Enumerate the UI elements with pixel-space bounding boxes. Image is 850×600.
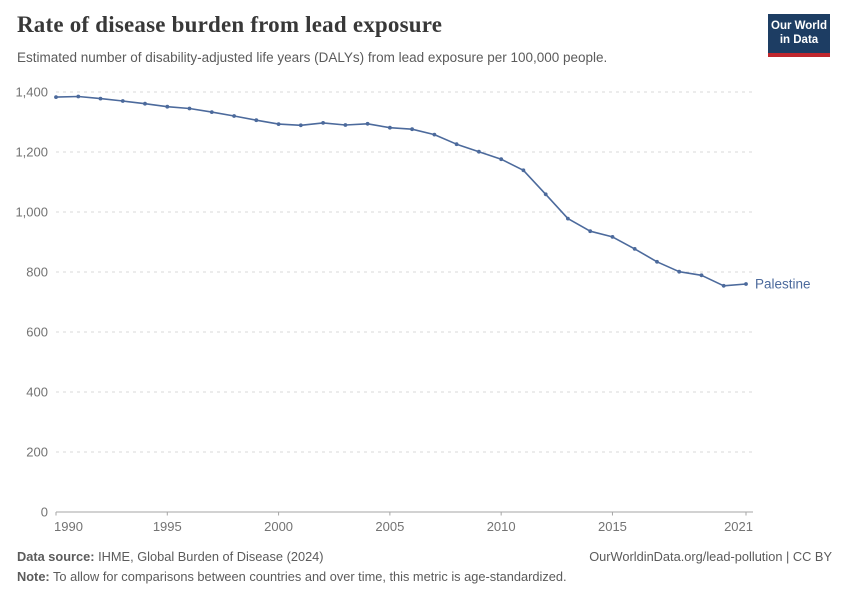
data-point bbox=[54, 95, 58, 99]
data-point bbox=[365, 121, 370, 126]
owid-logo-line2: in Data bbox=[779, 34, 819, 47]
data-point bbox=[454, 142, 459, 147]
x-tick-label: 1990 bbox=[54, 519, 83, 534]
data-point bbox=[588, 229, 593, 234]
data-point bbox=[610, 235, 615, 239]
chart-title: Rate of disease burden from lead exposur… bbox=[17, 12, 443, 37]
x-tick-label: 2000 bbox=[264, 519, 293, 534]
x-tick-label: 2015 bbox=[598, 519, 627, 534]
data-point bbox=[744, 282, 748, 286]
owid-logo: Our World in Data bbox=[768, 14, 830, 57]
data-point bbox=[677, 269, 682, 274]
data-point bbox=[477, 149, 481, 154]
data-point bbox=[120, 99, 125, 103]
y-tick-label: 600 bbox=[26, 325, 48, 340]
data-point bbox=[165, 104, 170, 109]
data-point bbox=[499, 157, 504, 162]
data-source-line: Data source: IHME, Global Burden of Dise… bbox=[17, 547, 832, 567]
data-point bbox=[410, 127, 414, 132]
x-tick-label: 2005 bbox=[375, 519, 404, 534]
data-point bbox=[76, 94, 81, 99]
data-point bbox=[632, 247, 637, 251]
data-point bbox=[276, 122, 281, 126]
y-tick-label: 1,200 bbox=[15, 145, 48, 160]
note-text: To allow for comparisons between countri… bbox=[49, 569, 567, 585]
y-tick-label: 0 bbox=[41, 505, 48, 520]
data-point bbox=[232, 114, 237, 118]
data-point bbox=[298, 123, 303, 128]
data-point bbox=[254, 118, 259, 123]
data-line bbox=[55, 95, 747, 287]
data-point bbox=[388, 125, 392, 130]
x-tick-label: 2021 bbox=[724, 519, 753, 534]
data-source-label: Data source: bbox=[17, 549, 95, 564]
data-source-text: IHME, Global Burden of Disease (2024) bbox=[94, 549, 324, 564]
series-end-label: Palestine bbox=[755, 277, 811, 292]
note-line: Note: To allow for comparisons between c… bbox=[17, 567, 832, 587]
data-point bbox=[543, 192, 548, 197]
y-tick-label: 800 bbox=[26, 265, 48, 280]
data-point bbox=[98, 96, 103, 101]
data-point bbox=[432, 132, 437, 137]
data-point bbox=[343, 123, 348, 127]
data-point bbox=[321, 121, 325, 125]
data-point bbox=[699, 273, 704, 278]
chart-footer: Data source: IHME, Global Burden of Dise… bbox=[17, 547, 832, 588]
owid-url-link[interactable]: OurWorldinData.org/lead-pollution | CC B… bbox=[589, 549, 832, 564]
owid-logo-line1: Our World bbox=[771, 20, 828, 32]
x-tick-label: 1995 bbox=[153, 519, 182, 534]
data-point bbox=[187, 106, 192, 111]
data-point bbox=[143, 101, 147, 106]
y-tick-label: 400 bbox=[26, 385, 48, 400]
data-point bbox=[521, 168, 526, 173]
y-tick-label: 200 bbox=[26, 445, 48, 460]
note-label: Note: bbox=[17, 569, 50, 585]
y-tick-label: 1,400 bbox=[15, 85, 48, 100]
chart-subtitle: Estimated number of disability-adjusted … bbox=[17, 50, 608, 65]
x-tick-label: 2010 bbox=[487, 519, 516, 534]
data-point bbox=[566, 216, 570, 221]
data-point bbox=[209, 110, 214, 114]
data-point bbox=[721, 283, 726, 288]
data-point bbox=[655, 259, 659, 264]
y-tick-label: 1,000 bbox=[15, 205, 48, 220]
